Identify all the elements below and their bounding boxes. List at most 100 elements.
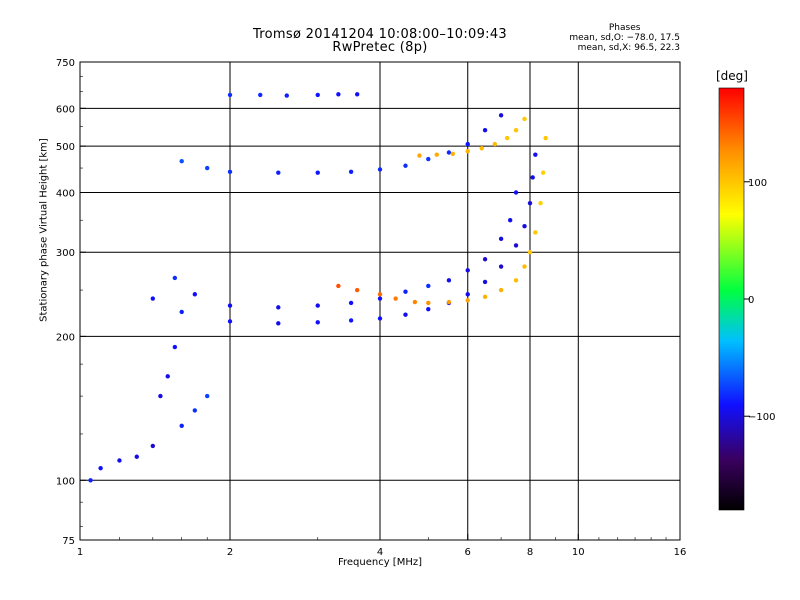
- data-point: [426, 306, 431, 312]
- data-point: [348, 318, 354, 323]
- x-tick-label: 6: [465, 547, 471, 558]
- data-point: [482, 127, 488, 133]
- colorbar-tick-label: 100: [748, 178, 767, 189]
- y-tick-label: 100: [56, 476, 75, 487]
- data-point: [227, 319, 233, 324]
- data-point: [513, 243, 519, 248]
- data-point: [533, 230, 538, 235]
- data-point: [465, 292, 470, 297]
- data-point: [498, 264, 504, 269]
- data-point: [403, 312, 408, 317]
- data-point: [538, 200, 543, 206]
- data-point: [403, 163, 408, 168]
- x-tick-label: 4: [377, 547, 383, 558]
- data-point: [530, 175, 535, 180]
- data-point: [134, 454, 139, 459]
- phase-stats-o: mean, sd,O: −78.0, 17.5: [569, 33, 680, 43]
- data-point: [522, 116, 527, 122]
- colorbar-tick-label: 0: [748, 295, 754, 306]
- data-point: [417, 153, 422, 158]
- data-point: [315, 320, 320, 325]
- data-point: [88, 478, 93, 483]
- data-point: [513, 278, 519, 283]
- data-point: [354, 92, 360, 97]
- data-point: [377, 316, 383, 321]
- data-point: [192, 292, 198, 297]
- data-point: [446, 150, 452, 155]
- data-point: [315, 170, 320, 175]
- data-point: [393, 296, 398, 301]
- data-point: [336, 283, 341, 289]
- y-tick-label: 500: [56, 142, 75, 153]
- y-tick-label: 200: [56, 332, 75, 343]
- data-point: [172, 344, 178, 350]
- data-point: [204, 393, 210, 399]
- y-tick-label: 75: [62, 536, 75, 547]
- x-tick-label: 1: [77, 547, 83, 558]
- data-point: [513, 190, 519, 195]
- data-point: [513, 127, 519, 133]
- data-point: [348, 300, 354, 306]
- data-point: [465, 149, 470, 154]
- y-axis-ticks: 75 100 200 300 400 500 600 750: [56, 58, 86, 547]
- data-point: [482, 294, 488, 300]
- phase-stats-heading: Phases: [608, 23, 641, 33]
- data-point: [465, 298, 470, 303]
- data-point: [482, 257, 488, 262]
- data-point: [354, 287, 360, 293]
- data-point: [377, 296, 383, 301]
- data-point: [498, 113, 504, 118]
- data-point: [377, 292, 383, 297]
- data-point: [446, 299, 452, 305]
- data-point: [348, 169, 354, 174]
- data-point: [403, 289, 408, 294]
- data-point: [172, 275, 178, 281]
- data-point: [150, 443, 156, 449]
- data-point: [336, 92, 341, 97]
- data-point: [412, 299, 418, 305]
- data-point: [227, 92, 233, 98]
- data-point: [527, 250, 533, 255]
- data-point: [179, 423, 184, 429]
- data-point: [540, 170, 546, 175]
- data-point: [227, 303, 233, 308]
- phase-stats-x: mean, sd,X: 96.5, 22.3: [577, 43, 680, 53]
- data-point: [446, 278, 452, 283]
- data-point: [150, 296, 156, 301]
- data-point: [450, 151, 456, 156]
- colorbar-tick-label: −100: [748, 412, 775, 423]
- y-axis-label: Stationary phase Virtual Height [km]: [38, 138, 50, 322]
- data-point: [426, 283, 431, 289]
- x-axis-label: Frequency [MHz]: [337, 557, 423, 568]
- data-point: [179, 309, 184, 315]
- data-point: [315, 92, 320, 98]
- data-point: [498, 287, 504, 293]
- data-point: [204, 165, 210, 171]
- data-point: [426, 156, 431, 162]
- data-point: [426, 300, 431, 306]
- x-tick-label: 10: [572, 547, 585, 558]
- data-point: [522, 224, 527, 229]
- data-point: [258, 92, 263, 98]
- data-point: [492, 141, 498, 147]
- colorbar-ticks: 100 0 −100: [744, 178, 775, 423]
- data-point: [465, 268, 470, 273]
- data-point: [479, 146, 484, 151]
- data-point: [543, 135, 548, 141]
- y-tick-label: 300: [56, 248, 75, 259]
- chart-title: Tromsø 20141204 10:08:00–10:09:43: [252, 27, 508, 42]
- x-axis-ticks: 1 2 4 6 8 10 16: [77, 534, 687, 558]
- data-points: [88, 92, 548, 483]
- grid: [80, 62, 680, 540]
- x-tick-label: 2: [227, 547, 233, 558]
- x-tick-label: 16: [674, 547, 687, 558]
- data-point: [434, 152, 439, 157]
- data-point: [165, 374, 170, 379]
- data-point: [527, 200, 533, 206]
- data-point: [465, 141, 470, 147]
- data-point: [498, 236, 504, 242]
- x-tick-label: 8: [527, 547, 533, 558]
- y-tick-label: 750: [56, 58, 75, 69]
- chart-subtitle: RwPretec (8p): [332, 40, 428, 55]
